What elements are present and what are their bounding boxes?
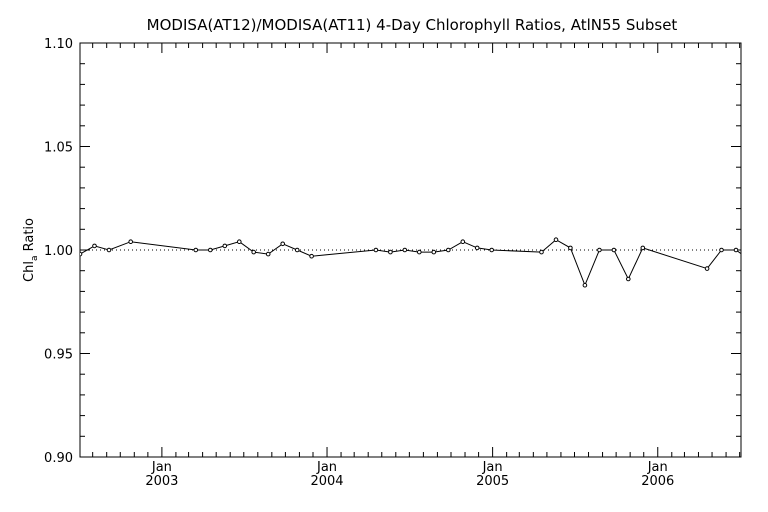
x-tick-label-year: 2006 <box>641 474 674 489</box>
data-point <box>237 239 242 244</box>
data-point <box>704 266 710 271</box>
y-axis-label-rest: Ratio <box>22 218 37 256</box>
data-point <box>251 249 256 255</box>
data-point <box>92 243 97 249</box>
data-point <box>539 249 544 255</box>
data-point <box>431 249 437 255</box>
data-point <box>294 247 300 253</box>
data-point <box>474 245 480 251</box>
data-point <box>193 247 199 253</box>
x-tick-label-month: Jan <box>316 460 337 475</box>
data-point <box>640 245 646 251</box>
data-point <box>80 251 83 257</box>
data-point <box>280 241 286 247</box>
series-line <box>80 239 741 287</box>
data-point <box>106 247 112 253</box>
data-point <box>128 239 133 244</box>
data-point <box>265 251 271 257</box>
data-point <box>388 249 393 255</box>
data-point <box>460 239 466 244</box>
data-point <box>309 253 314 259</box>
data-point <box>373 247 379 253</box>
y-tick-label: 0.95 <box>44 348 73 363</box>
data-point <box>446 247 451 253</box>
data-point <box>568 245 573 251</box>
y-tick-label: 1.00 <box>44 244 73 259</box>
data-point <box>208 247 213 253</box>
y-axis-label-main: Chl <box>22 261 37 282</box>
y-axis-label-subscript: a <box>30 256 40 262</box>
x-tick-label-year: 2005 <box>476 474 509 489</box>
y-tick-label: 1.05 <box>44 141 73 156</box>
data-point <box>597 247 602 253</box>
data-point <box>222 243 228 249</box>
data-point <box>733 247 739 253</box>
x-tick-label-year: 2003 <box>145 474 178 489</box>
data-point <box>417 249 422 255</box>
data-point <box>553 237 559 242</box>
data-point <box>582 282 588 288</box>
data-point <box>611 247 617 253</box>
y-axis-label: Chla Ratio <box>22 218 40 282</box>
data-point <box>489 247 495 253</box>
x-tick-label-year: 2004 <box>310 474 343 489</box>
y-tick-label: 0.90 <box>44 451 73 466</box>
data-point <box>719 247 724 253</box>
x-tick-label-month: Jan <box>151 460 172 475</box>
x-tick-label-month: Jan <box>482 460 503 475</box>
chart-title: MODISA(AT12)/MODISA(AT11) 4-Day Chloroph… <box>147 16 678 34</box>
series-ratio <box>80 237 741 288</box>
data-point <box>402 247 408 253</box>
x-tick-label-month: Jan <box>647 460 668 475</box>
data-point <box>626 276 631 282</box>
y-tick-label: 1.10 <box>44 37 73 52</box>
